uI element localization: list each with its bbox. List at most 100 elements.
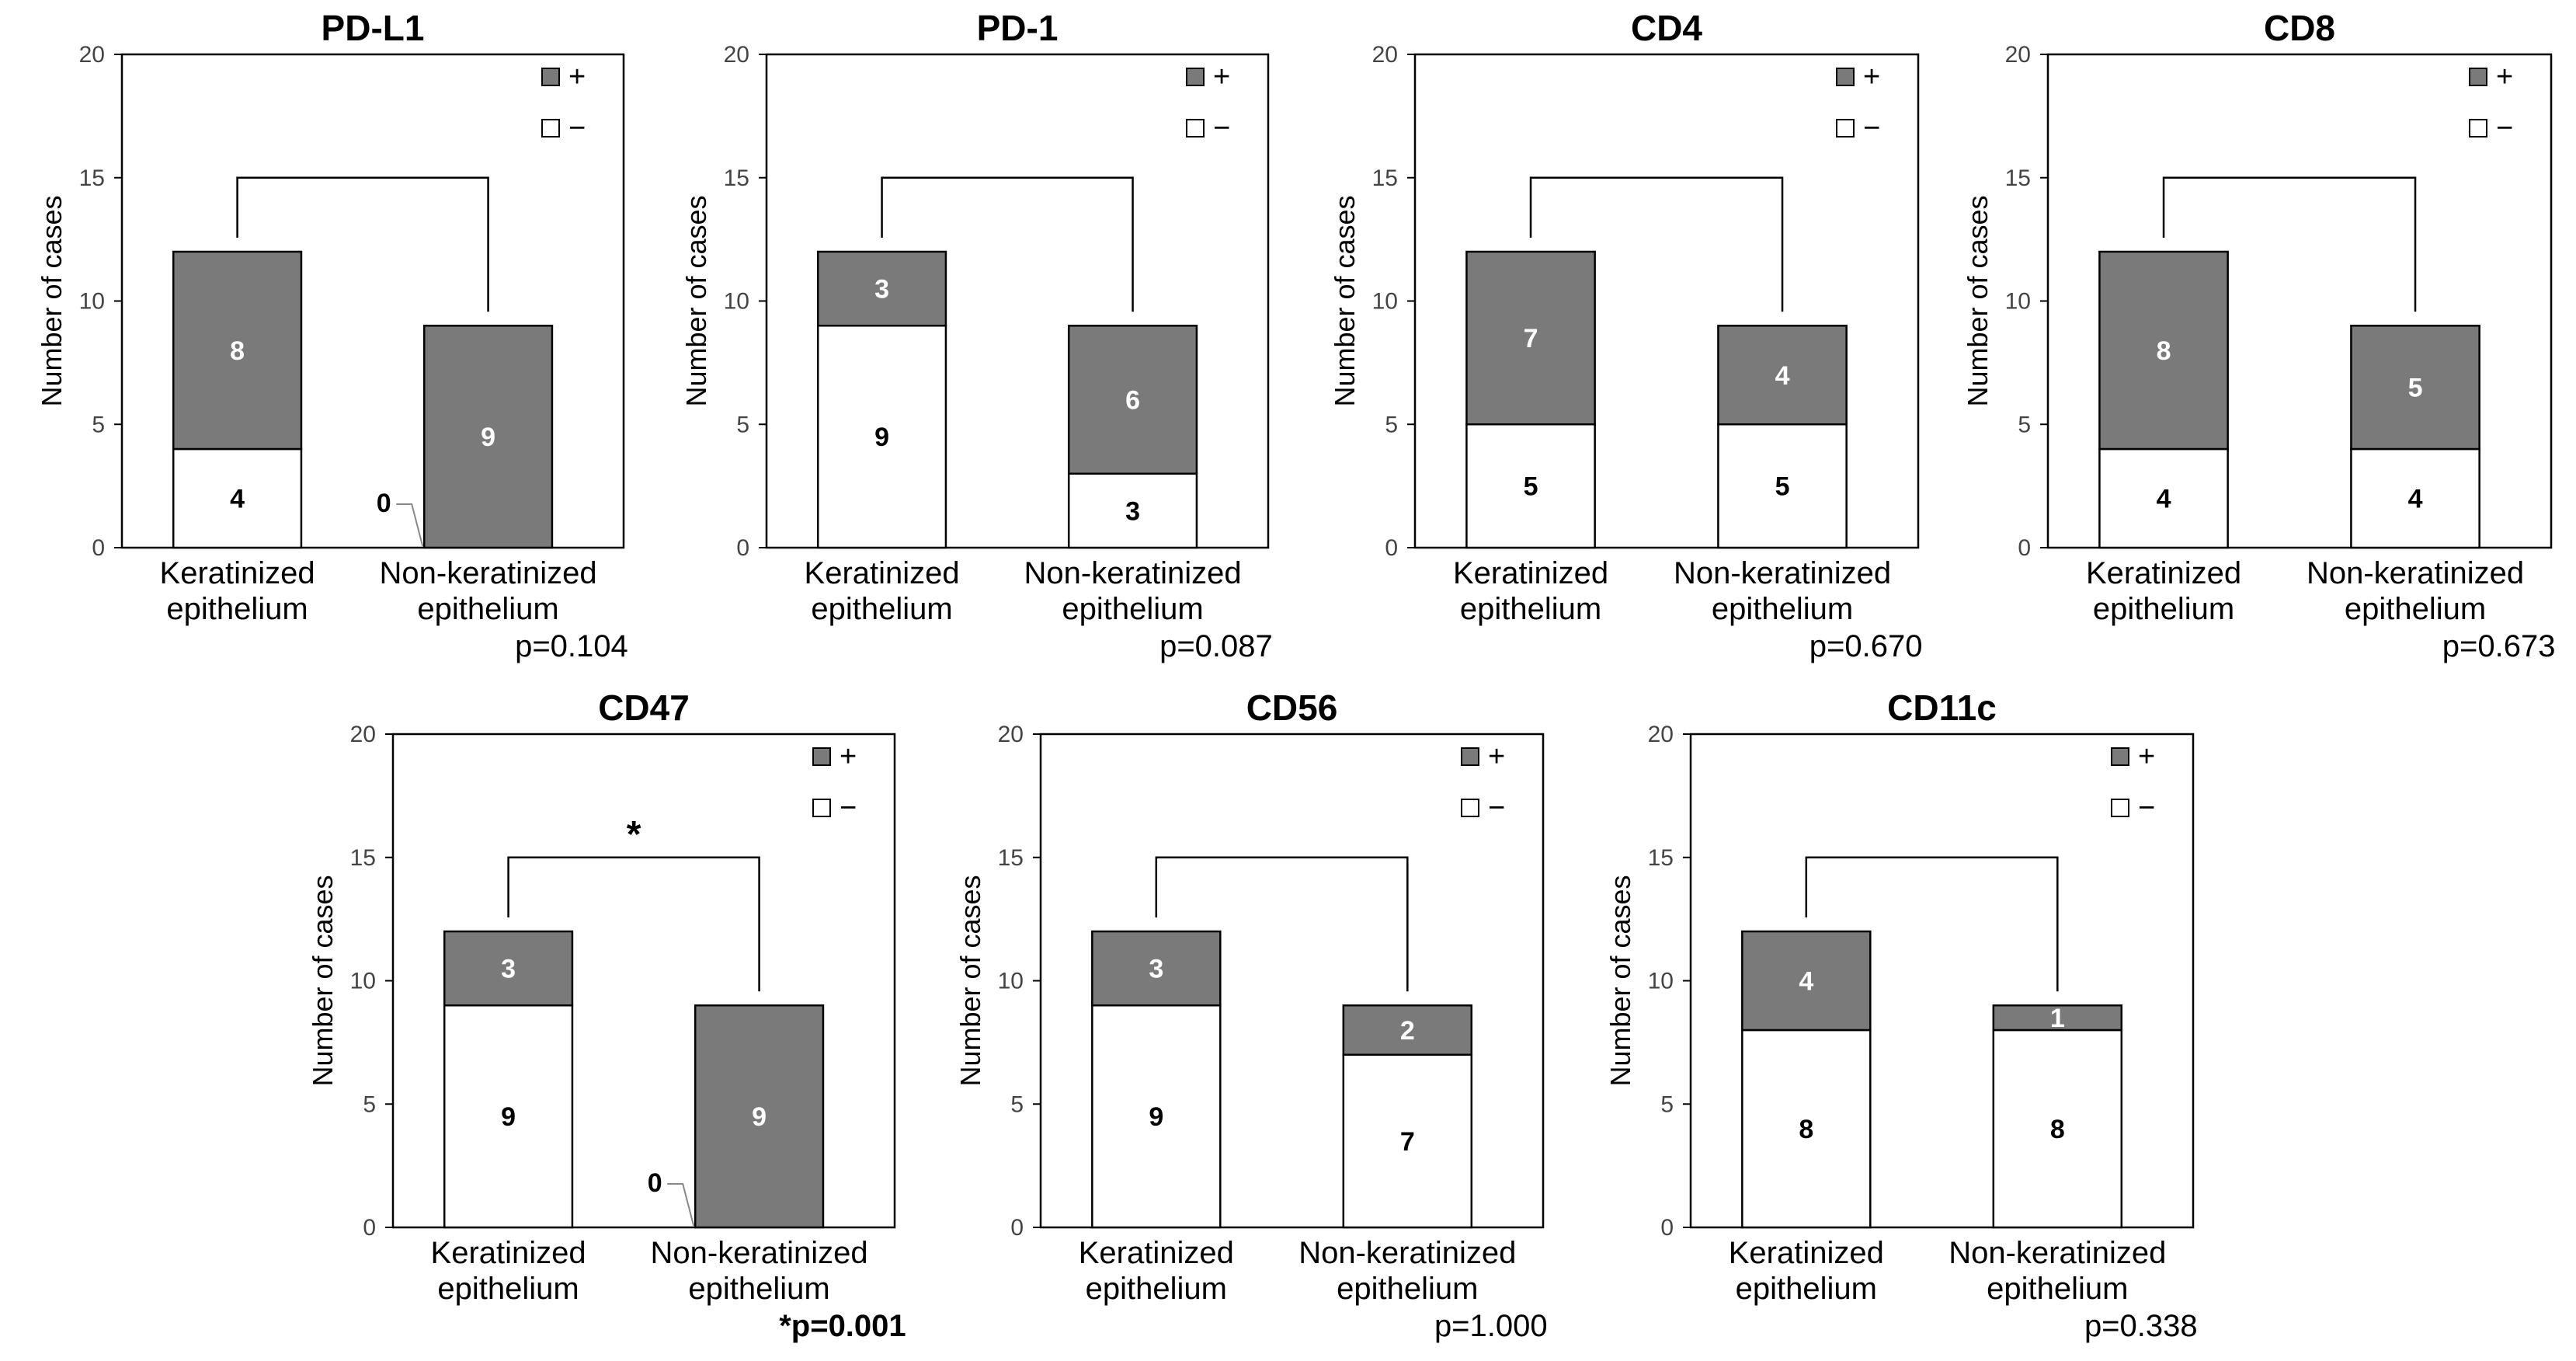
- legend-swatch-positive: [812, 747, 831, 766]
- y-tick-label: 15: [1648, 845, 1674, 871]
- bar-value-label: 2: [1400, 1016, 1415, 1046]
- legend-label-positive: +: [1863, 61, 1880, 93]
- y-tick-label: 5: [1385, 412, 1398, 437]
- x-category-label: epithelium: [417, 592, 558, 626]
- bar-value-label: 3: [874, 275, 889, 305]
- y-tick-label: 15: [724, 165, 749, 191]
- y-tick-label: 5: [1660, 1091, 1674, 1117]
- significance-star: *: [627, 814, 641, 855]
- y-tick-label: 5: [736, 412, 749, 437]
- x-category-label: Non-keratinized: [1674, 556, 1891, 590]
- p-value-label: p=0.673: [2442, 629, 2556, 663]
- bar-value-label: 3: [1149, 955, 1163, 984]
- x-category-label: Non-keratinized: [2307, 556, 2524, 590]
- legend-swatch-negative: [812, 799, 831, 817]
- legend-swatch-negative: [2111, 799, 2129, 817]
- bar-value-label: 7: [1400, 1127, 1415, 1157]
- bar-value-label: 4: [2408, 485, 2423, 514]
- y-tick-label: 0: [1010, 1215, 1024, 1241]
- y-axis-label: Number of cases: [1329, 195, 1361, 406]
- y-axis-label: Number of cases: [680, 195, 712, 406]
- y-axis-label: Number of cases: [954, 875, 986, 1086]
- x-category-label: epithelium: [1337, 1272, 1478, 1306]
- bar-positive: [1992, 1004, 2123, 1032]
- y-tick-label: 0: [363, 1215, 376, 1241]
- legend-swatch-negative: [2469, 119, 2487, 137]
- x-category-label: Non-keratinized: [1298, 1236, 1516, 1270]
- y-tick-label: 15: [1372, 165, 1398, 191]
- y-tick-label: 5: [2018, 412, 2031, 437]
- y-axis-label: Number of cases: [36, 195, 68, 406]
- y-tick-label: 0: [736, 535, 749, 561]
- bar-value-label: 9: [1149, 1102, 1163, 1132]
- bar-value-label: 9: [874, 423, 889, 452]
- chart-title: PD-L1: [322, 8, 425, 48]
- y-tick-label: 20: [1372, 42, 1398, 68]
- comparison-bracket: [507, 856, 760, 992]
- y-tick-label: 10: [350, 969, 376, 994]
- y-tick-label: 5: [363, 1091, 376, 1117]
- bar-positive: [1717, 325, 1848, 426]
- legend-swatch-negative: [1461, 799, 1479, 817]
- bar-positive: [443, 930, 574, 1007]
- x-category-label: epithelium: [2093, 592, 2234, 626]
- legend-label-positive: +: [2496, 61, 2513, 93]
- x-category-label: epithelium: [1086, 1272, 1227, 1306]
- chart-panel-pd-l1: PD-L1 0 5 10 15 20 Number of cases 4 8 Keratinize…: [36, 8, 628, 663]
- y-tick-label: 20: [724, 42, 749, 68]
- comparison-bracket: [1529, 176, 1784, 312]
- x-category-label: Keratinized: [1729, 1236, 1884, 1270]
- legend-swatch-positive: [541, 68, 560, 86]
- bar-value-label: 9: [501, 1102, 516, 1132]
- chart-panel-pd-1: PD-1 0 5 10 15 20 Number of cases 9 3 Keratinized…: [680, 8, 1273, 663]
- bar-positive: [1067, 325, 1198, 475]
- legend-swatch-positive: [1836, 68, 1855, 86]
- y-tick-label: 20: [998, 722, 1024, 747]
- legend-label-negative: −: [1488, 792, 1505, 824]
- y-axis-label: Number of cases: [307, 875, 339, 1086]
- bar-value-label: 6: [1125, 386, 1140, 416]
- legend-swatch-positive: [2469, 68, 2487, 86]
- legend-label-positive: +: [568, 61, 586, 93]
- zero-leader-line: [667, 1183, 695, 1227]
- x-category-label: Keratinized: [431, 1236, 586, 1270]
- comparison-bracket: [1805, 856, 2059, 992]
- bar-positive: [1091, 930, 1222, 1007]
- x-category-label: epithelium: [811, 592, 952, 626]
- bar-positive: [2350, 325, 2480, 451]
- x-category-label: epithelium: [166, 592, 308, 626]
- x-category-label: epithelium: [1987, 1272, 2128, 1306]
- bar-value-label: 3: [501, 955, 516, 984]
- bar-negative: [1465, 423, 1596, 549]
- x-category-label: Non-keratinized: [1949, 1236, 2166, 1270]
- y-tick-label: 10: [2005, 289, 2031, 315]
- y-tick-label: 20: [350, 722, 376, 747]
- bar-value-label: 8: [2157, 336, 2171, 366]
- bar-value-label: 4: [230, 485, 245, 514]
- y-tick-label: 0: [1385, 535, 1398, 561]
- bar-value-label: 4: [1799, 967, 1813, 997]
- bar-negative: [2098, 447, 2229, 549]
- p-value-label: p=0.087: [1159, 629, 1273, 663]
- x-category-label: Non-keratinized: [380, 556, 597, 590]
- comparison-bracket: [236, 176, 489, 312]
- bar-value-label: 4: [1775, 361, 1790, 391]
- y-tick-label: 0: [2018, 535, 2031, 561]
- bar-positive: [172, 250, 303, 451]
- p-value-label: p=0.104: [515, 629, 628, 663]
- chart-title: CD4: [1631, 8, 1702, 48]
- y-tick-label: 10: [79, 289, 105, 315]
- x-category-label: Non-keratinized: [651, 1236, 868, 1270]
- bar-value-label: 5: [1775, 472, 1790, 502]
- chart-panel-cd56: CD56 0 5 10 15 20 Number of cases 9 3 Keratinized…: [954, 687, 1548, 1343]
- y-tick-label: 5: [1010, 1091, 1024, 1117]
- chart-panel-cd11c: CD11c 0 5 10 15 20 Number of cases 8 4 Keratinize…: [1604, 687, 2198, 1343]
- x-category-label: epithelium: [1712, 592, 1853, 626]
- y-tick-label: 15: [998, 845, 1024, 871]
- legend-swatch-negative: [1836, 119, 1855, 137]
- y-tick-label: 15: [350, 845, 376, 871]
- bar-value-label: 1: [2050, 1004, 2065, 1033]
- y-axis-label: Number of cases: [1604, 875, 1636, 1086]
